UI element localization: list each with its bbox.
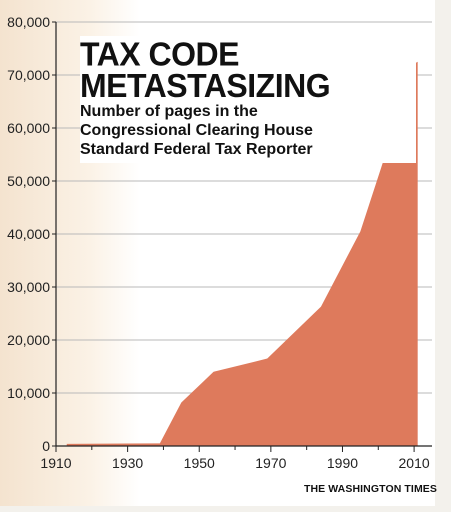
x-tick-label-5: 2010 [399,455,430,471]
area-series [66,61,418,446]
chart-title-line-2: METASTASIZING [80,66,331,105]
chart-subtitle-line-3: Standard Federal Tax Reporter [80,141,313,158]
x-tick-label-2: 1950 [184,455,215,471]
y-tick-label-4: 40,000 [7,226,50,242]
y-tick-label-1: 10,000 [7,385,50,401]
y-tick-label-0: 0 [42,438,50,454]
title-block: TAX CODE METASTASIZING Number of pages i… [80,36,416,163]
chart-subtitle: Number of pages in the Congressional Cle… [80,102,410,159]
x-tick-label-0: 1910 [40,455,71,471]
y-tick-label-7: 70,000 [7,67,50,83]
chart-title-line-1: TAX CODE [80,34,239,73]
x-tick-label-4: 1990 [327,455,358,471]
chart-subtitle-line-2: Congressional Clearing House [80,122,313,139]
x-tick-label-3: 1970 [255,455,286,471]
chart-subtitle-line-1: Number of pages in the [80,103,258,120]
y-tick-label-6: 60,000 [7,120,50,136]
area-fill [66,61,418,446]
source-credit: THE WASHINGTON TIMES [303,483,437,495]
frame-edge-bottom [0,506,451,512]
x-tick-labels: 1910 1930 1950 1970 1990 2010 [40,446,430,471]
x-tick-label-1: 1930 [112,455,143,471]
y-tick-label-8: 80,000 [7,14,50,30]
frame-edge-right [435,0,451,512]
y-tick-labels: 0 10,000 20,000 30,000 40,000 50,000 60,000 70,… [7,14,56,454]
y-tick-label-2: 20,000 [7,332,50,348]
chart-title: TAX CODE METASTASIZING [80,34,410,105]
y-tick-label-3: 30,000 [7,279,50,295]
y-tick-label-5: 50,000 [7,173,50,189]
